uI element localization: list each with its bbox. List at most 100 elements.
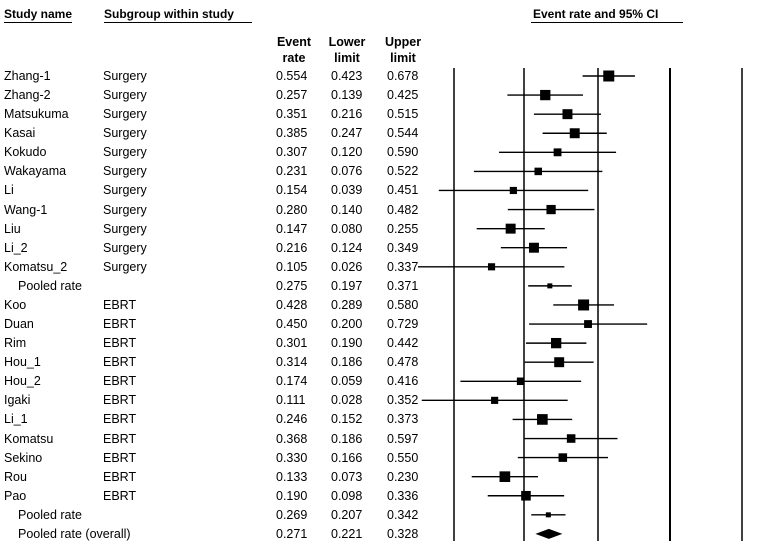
row-lower: 0.139 [331, 88, 363, 103]
row-rate: 0.231 [276, 164, 308, 179]
row-rate: 0.190 [276, 488, 308, 503]
row-subgroup: Surgery [103, 88, 147, 103]
study-marker [487, 263, 496, 271]
row-rate: 0.351 [276, 107, 308, 122]
row-upper: 0.729 [387, 317, 419, 332]
row-rate: 0.554 [276, 69, 308, 83]
row-subgroup: EBRT [103, 393, 137, 408]
row-rate: 0.450 [276, 317, 308, 332]
header-lower-line1: Lower [328, 35, 366, 49]
row-upper: 0.522 [387, 164, 419, 179]
row-subgroup: Surgery [103, 126, 147, 141]
row-subgroup: EBRT [103, 336, 137, 351]
row-subgroup: Surgery [103, 69, 147, 83]
row-lower: 0.289 [331, 297, 363, 312]
row-upper: 0.678 [387, 69, 419, 83]
row-study: Wakayama [4, 164, 67, 179]
row-lower: 0.124 [331, 240, 363, 255]
row-study: Koo [4, 297, 27, 312]
study-marker [521, 490, 531, 501]
row-upper: 0.550 [387, 450, 419, 465]
row-study: Kokudo [4, 145, 47, 160]
row-rate: 0.133 [276, 469, 308, 484]
row-upper: 0.482 [387, 202, 419, 217]
study-marker [584, 320, 592, 328]
row-study: Matsukuma [4, 107, 69, 122]
row-rate: 0.330 [276, 450, 308, 465]
row-rate: 0.368 [276, 431, 308, 446]
row-study: Zhang-2 [4, 88, 51, 103]
row-rate: 0.301 [276, 336, 308, 351]
row-study: Duan [4, 317, 34, 332]
study-marker [537, 414, 548, 425]
row-rate: 0.174 [276, 374, 308, 389]
row-study: Sekino [4, 450, 43, 465]
row-study: Pooled rate [18, 507, 82, 522]
row-lower: 0.190 [331, 336, 363, 351]
study-marker [578, 299, 590, 311]
row-upper: 0.373 [387, 412, 419, 427]
row-study: Li [4, 183, 14, 198]
row-lower: 0.216 [331, 107, 363, 122]
row-subgroup: EBRT [103, 297, 137, 312]
row-rate: 0.275 [276, 278, 308, 293]
row-rate: 0.307 [276, 145, 308, 160]
header-event-rate: Event rate [269, 34, 319, 66]
row-lower: 0.423 [331, 69, 363, 83]
row-upper: 0.336 [387, 488, 419, 503]
row-study: Wang-1 [4, 202, 48, 217]
study-marker [550, 337, 562, 349]
row-lower: 0.028 [331, 393, 363, 408]
study-marker [528, 242, 539, 253]
study-marker [509, 186, 517, 195]
row-upper: 0.230 [387, 469, 419, 484]
row-study: Kasai [4, 126, 36, 141]
row-subgroup: EBRT [103, 412, 137, 427]
row-lower: 0.080 [331, 221, 363, 236]
row-upper: 0.349 [387, 240, 419, 255]
header-lower-limit: Lower limit [322, 34, 372, 66]
row-study: Pao [4, 488, 27, 503]
row-rate: 0.271 [276, 526, 308, 541]
study-marker [540, 89, 551, 101]
header-upper-line1: Upper [384, 35, 422, 49]
row-subgroup: Surgery [103, 164, 147, 179]
row-rate: 0.280 [276, 202, 308, 217]
study-marker [553, 148, 562, 157]
row-rate: 0.111 [276, 393, 306, 408]
row-subgroup: Surgery [103, 145, 147, 160]
plot-title: Event rate and 95% CI [531, 7, 683, 23]
study-marker [562, 109, 573, 120]
row-rate: 0.216 [276, 240, 308, 255]
row-subgroup: EBRT [103, 469, 137, 484]
row-lower: 0.197 [331, 278, 363, 293]
diamond-overall [535, 528, 563, 539]
row-study: Rou [4, 469, 27, 484]
row-subgroup: EBRT [103, 488, 137, 503]
row-upper: 0.416 [387, 374, 419, 389]
row-rate: 0.385 [276, 126, 308, 141]
row-rate: 0.147 [276, 221, 308, 236]
row-lower: 0.152 [331, 412, 363, 427]
row-upper: 0.328 [387, 526, 419, 541]
row-study: Pooled rate (overall) [18, 526, 131, 541]
row-rate: 0.105 [276, 259, 308, 274]
row-study: Li_2 [4, 240, 28, 255]
study-marker [534, 167, 543, 176]
row-lower: 0.059 [331, 374, 363, 389]
row-lower: 0.039 [331, 183, 363, 198]
study-marker [566, 434, 576, 443]
header-event-rate-line2: rate [282, 51, 306, 65]
row-subgroup: EBRT [103, 317, 137, 332]
header-upper-limit: Upper limit [378, 34, 428, 66]
row-rate: 0.314 [276, 355, 308, 370]
row-study: Komatsu [4, 431, 54, 446]
row-upper: 0.342 [387, 507, 419, 522]
pooled-marker [547, 283, 553, 289]
row-lower: 0.076 [331, 164, 363, 179]
row-rate: 0.154 [276, 183, 308, 198]
row-lower: 0.098 [331, 488, 363, 503]
study-marker [546, 204, 556, 215]
study-marker [499, 471, 511, 483]
row-study: Igaki [4, 393, 31, 408]
